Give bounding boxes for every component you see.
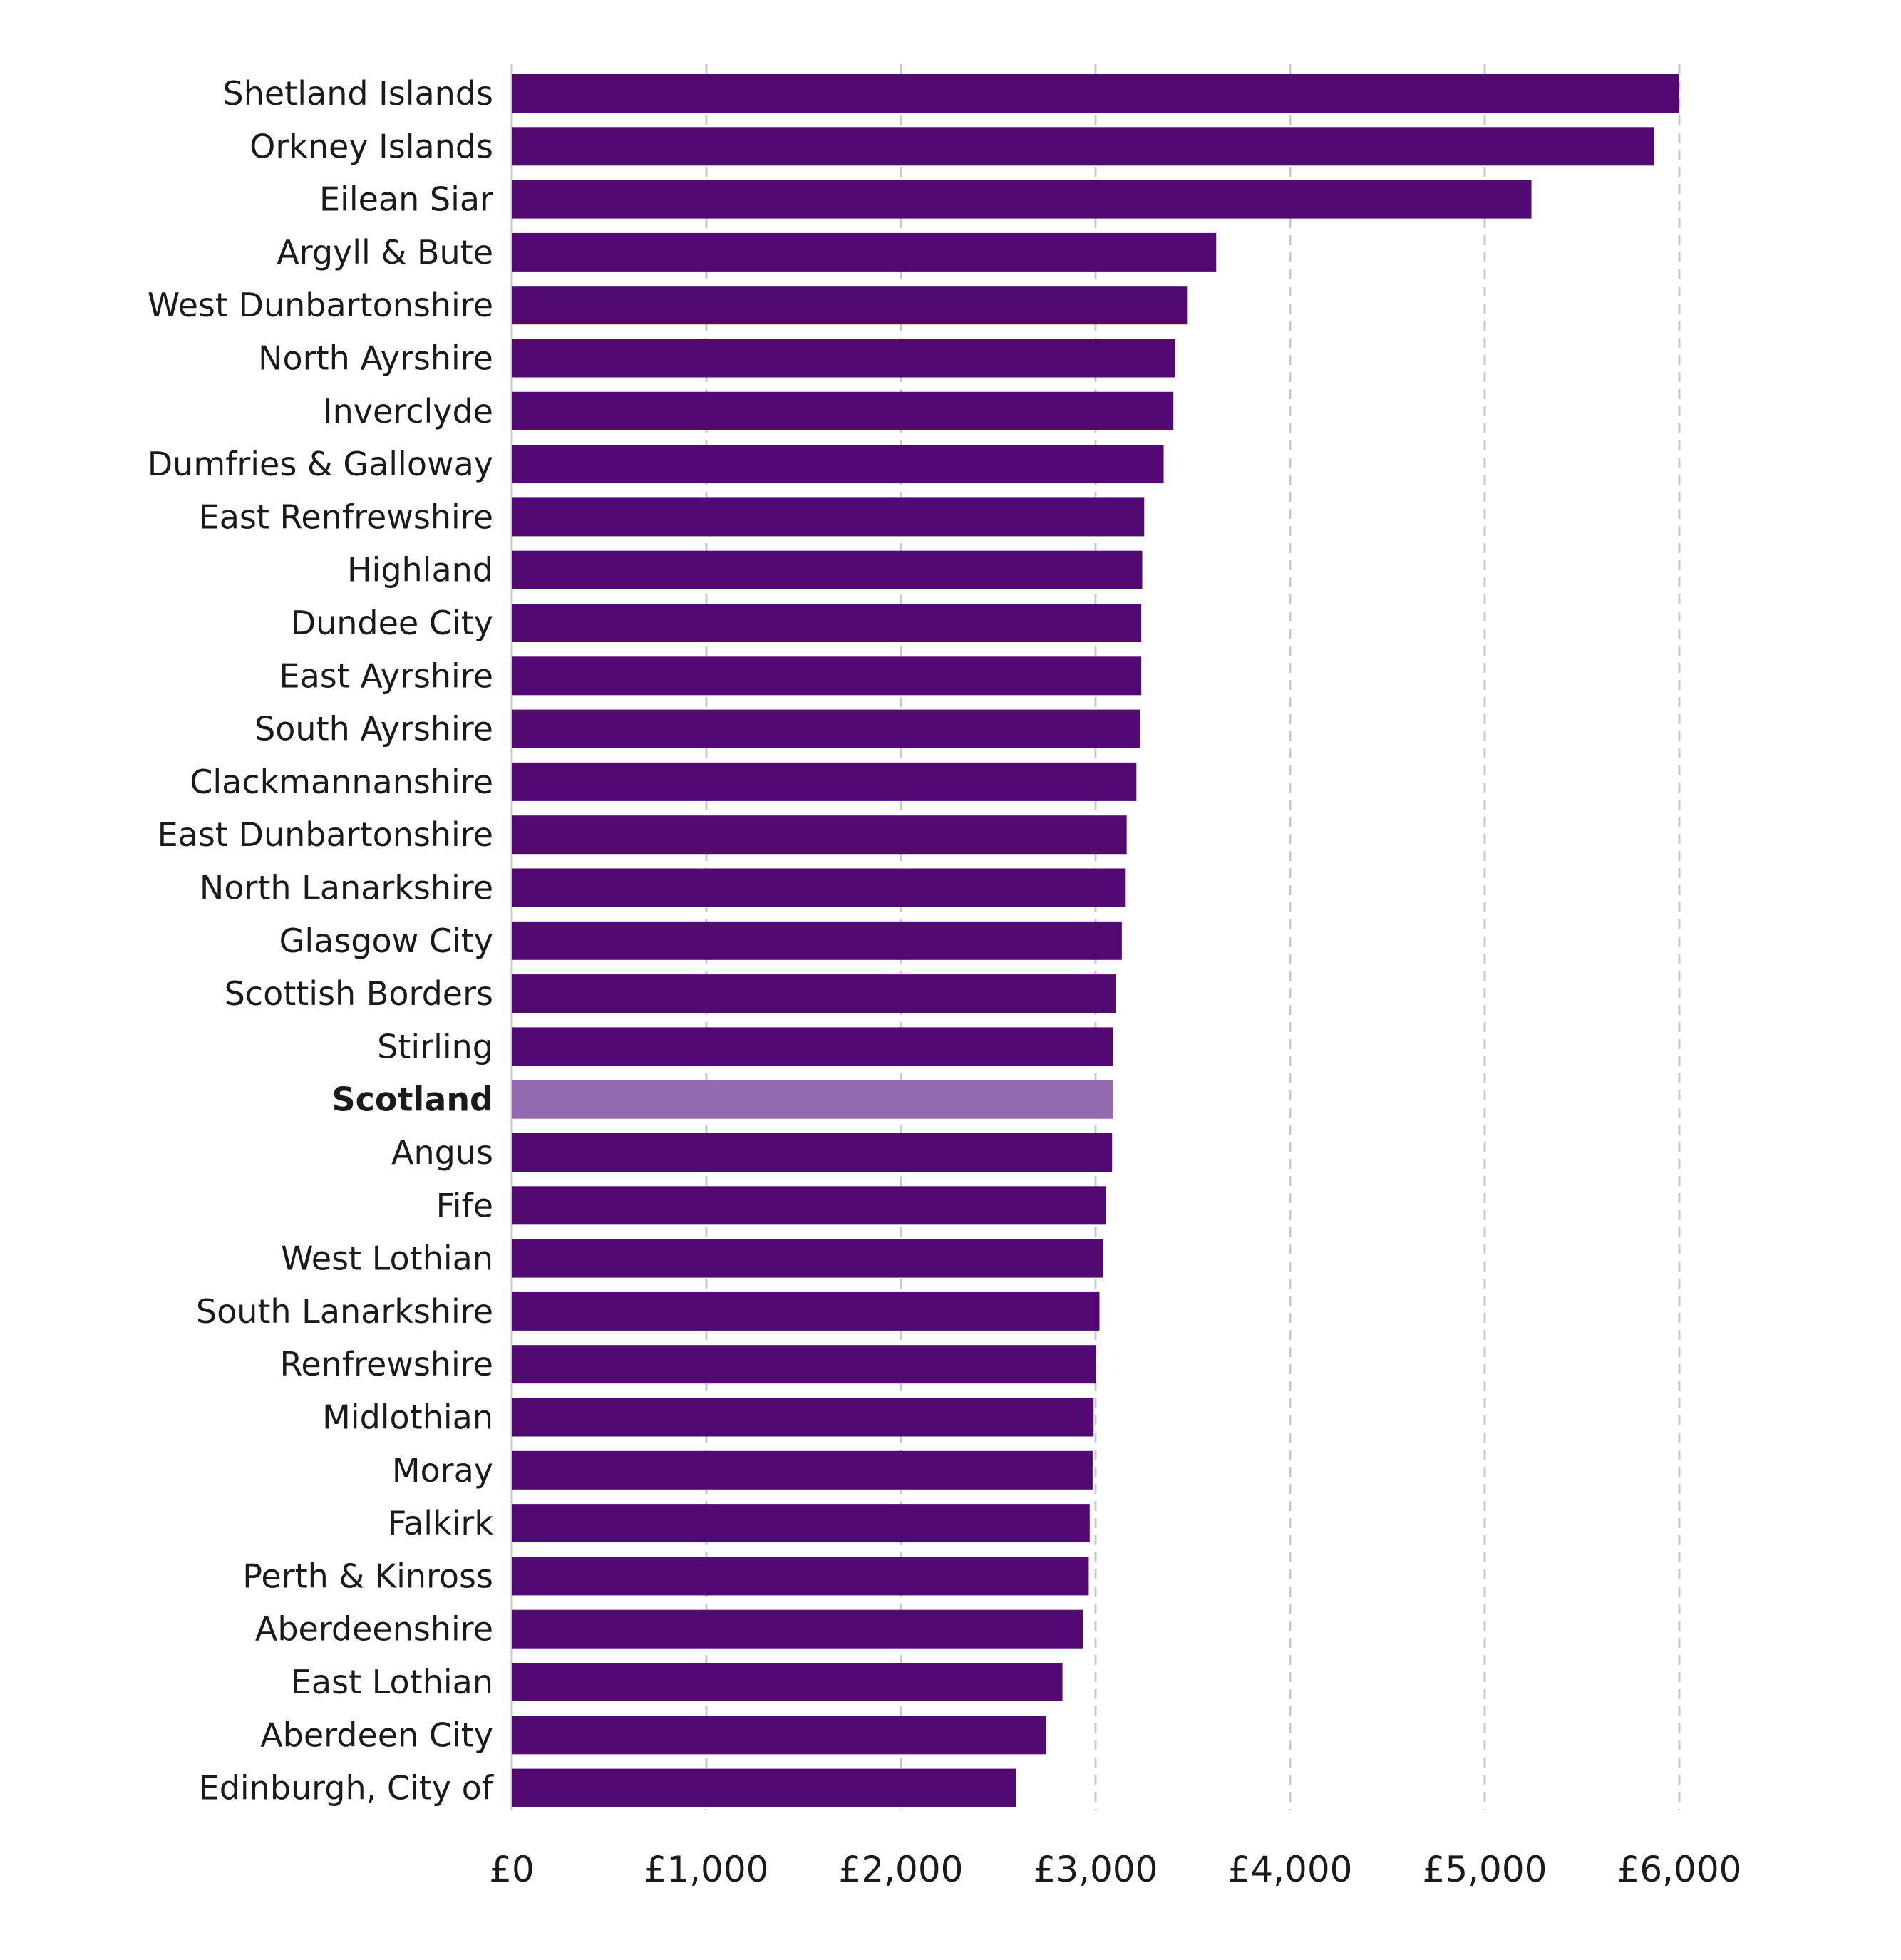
bar [512,1663,1063,1701]
category-label: Shetland Islands [223,74,493,113]
category-label: Glasgow City [279,922,493,960]
bar-highlight [512,1080,1113,1119]
bar [512,391,1174,430]
category-label: Perth & Kinross [242,1557,493,1595]
bar [512,127,1654,166]
category-label: Angus [391,1133,493,1172]
category-label-highlight: Scotland [332,1080,493,1119]
category-label: Clackmannanshire [190,763,493,801]
category-label: Eilean Siar [319,180,493,219]
x-tick-label: £3,000 [1034,1849,1158,1890]
bar [512,232,1217,272]
category-label: Renfrewshire [280,1345,493,1383]
bar [512,1239,1103,1278]
bar [512,974,1116,1013]
bar [512,339,1175,378]
category-label: North Ayrshire [258,339,493,378]
bar [512,656,1142,696]
x-tick-label: £0 [489,1849,535,1890]
bar [512,1398,1094,1437]
category-label: Stirling [377,1027,493,1066]
category-label: Dumfries & Galloway [148,445,493,483]
bar [512,921,1122,960]
bar [512,815,1127,855]
category-label: East Dunbartonshire [158,815,493,854]
bar [512,604,1142,642]
category-label: Aberdeen City [260,1716,493,1754]
x-tick-label: £2,000 [839,1849,964,1890]
bar [512,1345,1096,1384]
category-label: West Lothian [281,1239,493,1278]
category-label: Moray [392,1451,493,1490]
x-tick-label: £1,000 [644,1849,769,1890]
category-label: Edinburgh, City of [199,1769,495,1807]
bar [512,1450,1093,1490]
category-label: Aberdeenshire [255,1610,493,1649]
bar [512,180,1532,219]
category-label: East Ayrshire [279,656,493,695]
bar [512,550,1143,589]
bar [512,762,1137,801]
category-label: Fife [436,1186,493,1224]
bar [512,1768,1016,1807]
x-tick-label: £4,000 [1228,1849,1353,1890]
bar [512,709,1140,748]
bar [512,1186,1107,1225]
category-label: North Lanarkshire [200,869,493,907]
bar [512,1716,1046,1755]
category-label: Argyll & Bute [277,233,493,272]
category-label-layer: Shetland Islands Orkney Islands Eilean Sia… [148,74,495,1807]
bar [512,1133,1113,1172]
bar [512,1504,1090,1543]
bar [512,1609,1083,1649]
category-label: South Ayrshire [254,710,493,748]
bar [512,868,1126,907]
bar [512,286,1188,325]
category-label: East Renfrewshire [199,497,493,536]
category-label: Inverclyde [323,392,493,430]
x-axis-tick-layer: £0 £1,000 £2,000 £3,000 £4,000 £5,000 £6,000 [489,1849,1741,1890]
category-label: East Lothian [291,1663,493,1701]
bar [512,74,1679,113]
category-label: Dundee City [291,604,493,642]
category-label: West Dunbartonshire [148,286,493,324]
category-label: Highland [347,551,493,589]
bar [512,1027,1113,1066]
category-label: South Lanarkshire [196,1292,493,1331]
category-label: Scottish Borders [225,974,493,1013]
x-tick-label: £5,000 [1423,1849,1547,1890]
category-label: Falkirk [388,1504,494,1542]
category-label: Orkney Islands [249,127,493,165]
bar [512,1557,1089,1596]
bar [512,445,1164,484]
x-tick-label: £6,000 [1617,1849,1742,1890]
bar-layer [512,74,1679,1807]
bar [512,1291,1100,1331]
category-label: Midlothian [322,1398,493,1437]
bar [512,497,1145,537]
